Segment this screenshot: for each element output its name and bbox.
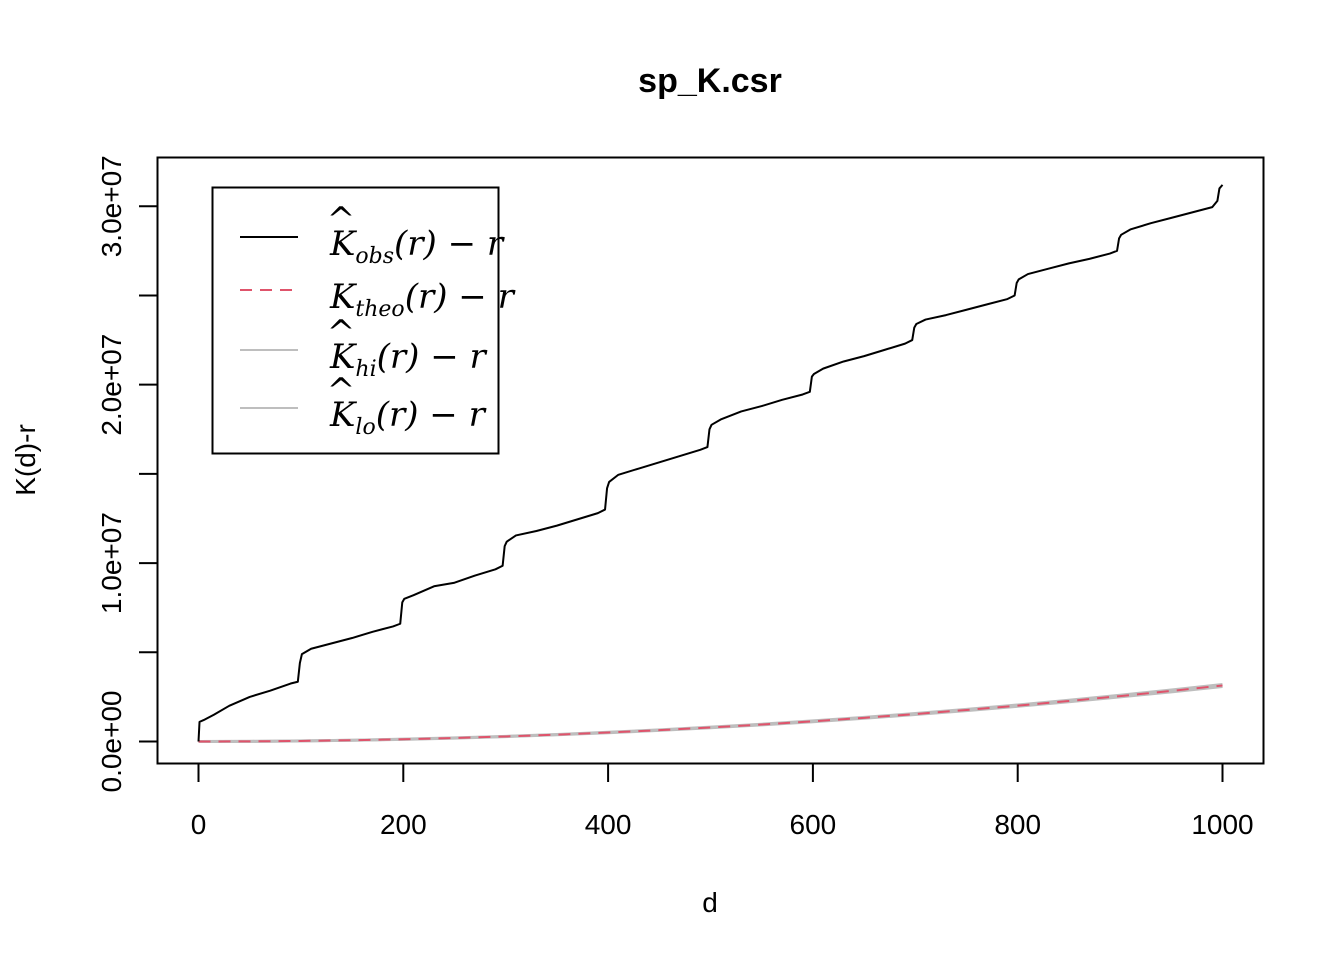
y-tick-label: 3.0e+07 xyxy=(96,155,127,257)
legend-hat: ^ xyxy=(327,313,356,353)
chart-title: sp_K.csr xyxy=(638,62,782,100)
legend-box xyxy=(211,186,500,455)
legend-hat: ^ xyxy=(327,371,356,411)
x-tick-label: 0 xyxy=(191,809,207,840)
x-tick-label: 600 xyxy=(790,809,837,840)
x-tick-label: 200 xyxy=(380,809,427,840)
legend-label: Ktheo(r) − r xyxy=(329,277,516,322)
y-tick-label: 0.0e+00 xyxy=(96,691,127,793)
series-line-lo xyxy=(198,684,1223,743)
series-line-hi xyxy=(198,682,1223,743)
x-tick-label: 400 xyxy=(585,809,632,840)
legend-label: Klo(r) − r xyxy=(329,395,487,440)
y-axis-label: K(d)-r xyxy=(10,424,41,496)
series-line-theo xyxy=(198,684,1223,743)
y-tick-label: 2.0e+07 xyxy=(96,334,127,436)
x-tick-label: 1000 xyxy=(1191,809,1253,840)
legend-label: Khi(r) − r xyxy=(329,337,488,382)
x-tick-label: 800 xyxy=(994,809,1041,840)
legend-label: Kobs(r) − r xyxy=(329,224,505,269)
legend-hat: ^ xyxy=(327,200,356,240)
x-axis: 0 200 400 600 800 1000 xyxy=(191,762,1254,840)
series-layer xyxy=(197,184,1224,743)
y-axis: 0.0e+00 1.0e+07 2.0e+07 3.0e+07 xyxy=(96,155,159,793)
series-line-obs xyxy=(197,184,1224,742)
y-tick-label: 1.0e+07 xyxy=(96,512,127,614)
x-axis-label: d xyxy=(702,887,718,918)
